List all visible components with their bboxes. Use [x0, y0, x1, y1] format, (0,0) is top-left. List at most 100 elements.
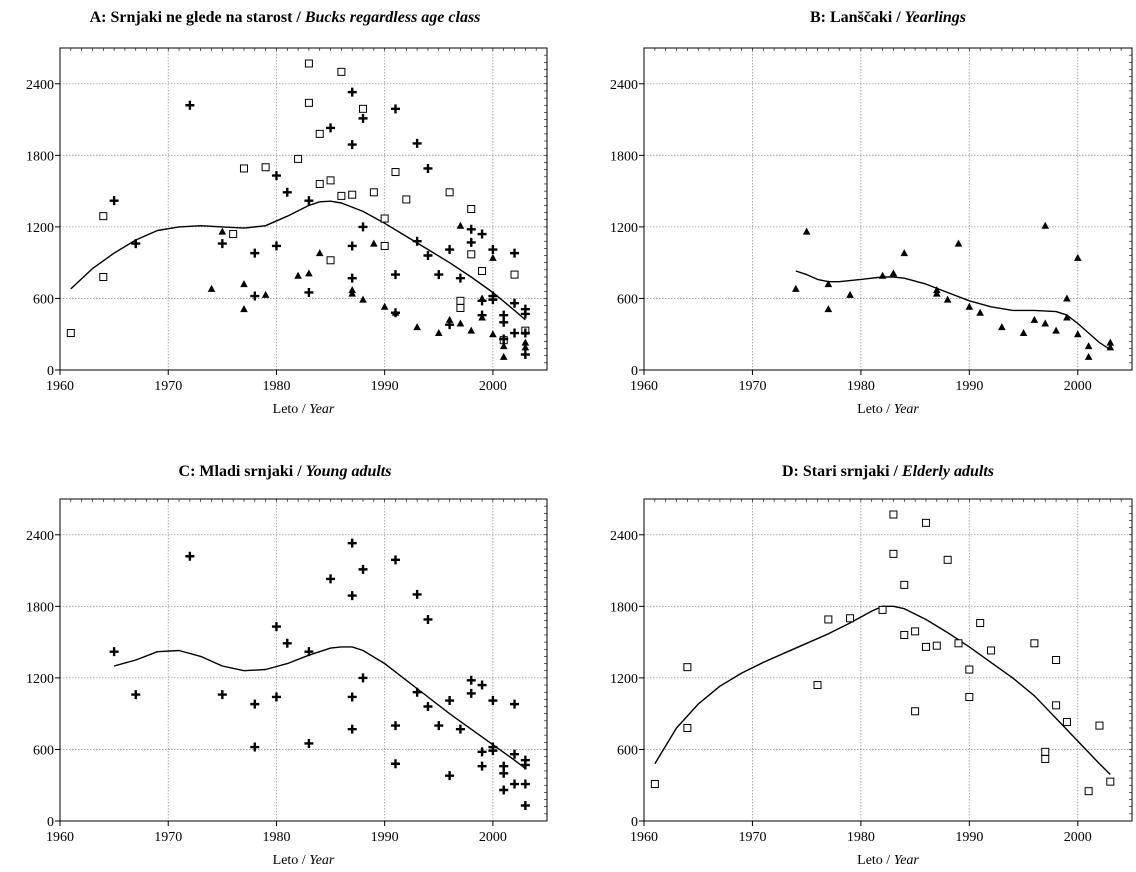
- panel-d-y-tick-label: 0: [631, 815, 638, 830]
- panel-c-plus-point: [520, 760, 530, 770]
- panel-d-square-point: [921, 518, 930, 527]
- panel-b-trend-line: [795, 270, 1111, 351]
- panel-b-y-tick-label: 2400: [610, 78, 638, 93]
- panel-a-triangle-point: [499, 352, 508, 360]
- panel-c-plus-point: [510, 699, 520, 709]
- panel-a-plus-point: [390, 270, 400, 280]
- panel-d-square-point: [650, 780, 659, 789]
- panel-a-title: A: Srnjaki ne glede na starost / Bucks r…: [30, 6, 540, 30]
- panel-c-plus-point: [477, 680, 487, 690]
- panel-a-triangle-point: [305, 269, 313, 277]
- panel-b-x-tick-label: 2000: [1064, 379, 1092, 394]
- panel-a-plus-point: [217, 239, 227, 249]
- panel-d-square-point: [683, 723, 692, 732]
- panel-b-triangle-point: [1073, 330, 1082, 338]
- panel-a-square-point: [391, 168, 400, 177]
- panel-c-plus-point: [477, 747, 487, 757]
- panel-c-title: C: Mladi srnjaki / Young adults: [30, 460, 540, 484]
- panel-b-title-en: Yearlings: [904, 9, 967, 26]
- panel-b-y-tick-label: 1200: [610, 221, 638, 236]
- panel-a-plus-point: [510, 248, 520, 258]
- panel-c-plot: 1960 1970 1980 1990 2000 0 600 1200 1800 2400: [26, 498, 548, 845]
- panel-a-y-tick-label: 1800: [26, 149, 54, 164]
- panel-a: A: Srnjaki ne glede na starost / Bucks r…: [0, 0, 560, 430]
- panel-d-square-point: [911, 627, 920, 636]
- panel-a-triangle-point: [315, 249, 324, 257]
- panel-a-triangle-point: [521, 338, 530, 346]
- panel-b-triangle-point: [889, 269, 898, 277]
- panel-a-triangle-point: [456, 319, 465, 327]
- panel-c-plus-point: [520, 779, 530, 789]
- panel-d-square-point: [954, 639, 963, 648]
- panel-c-plus-point: [217, 690, 227, 700]
- panel-c-title-sl: C: Mladi srnjaki /: [178, 463, 302, 480]
- panel-a-square-point: [326, 176, 335, 185]
- panel-d-square-point: [1095, 721, 1104, 730]
- panel-b-title-sl: B: Lanščaki /: [809, 9, 901, 26]
- panel-d-square-point: [932, 641, 941, 650]
- panel-c-title-en: Young adults: [305, 463, 392, 480]
- panel-a-square-point: [304, 98, 313, 107]
- panel-d-xlabel-sl: Leto /: [857, 853, 891, 868]
- panel-a-square-point: [239, 164, 248, 173]
- panel-a-plus-point: [271, 241, 281, 251]
- panel-a-square-point: [99, 272, 108, 281]
- panel-a-triangle-point: [434, 329, 443, 337]
- panel-a-plus-point: [488, 245, 498, 255]
- panel-a-plus-point: [412, 236, 422, 246]
- panel-c-plus-point: [185, 551, 195, 561]
- panel-a-square-point: [369, 188, 378, 197]
- panel-b-x-tick-label: 1960: [630, 379, 658, 394]
- panel-a-plus-point: [358, 113, 368, 123]
- panel-a-square-point: [229, 230, 238, 239]
- panel-d-y-tick-label: 600: [617, 743, 638, 758]
- panel-a-triangle-point: [489, 253, 497, 261]
- panel-c-plus-point: [423, 702, 433, 712]
- panel-c-plus-point: [499, 768, 509, 778]
- panel-d-title-sl: D: Stari srnjaki /: [781, 463, 898, 480]
- panel-c-plus-point: [347, 591, 357, 601]
- panel-b-triangle-point: [1084, 352, 1093, 360]
- panel-a-triangle-point: [478, 294, 486, 302]
- panel-c-y-tick-label: 1800: [26, 600, 54, 615]
- panel-d-x-tick-label: 1960: [630, 830, 658, 845]
- panel-a-plus-point: [250, 248, 260, 258]
- panel-b-y-tick-label: 1800: [610, 149, 638, 164]
- panel-a-xlabel-sl: Leto /: [272, 402, 306, 417]
- panel-d-x-tick-label: 1970: [738, 830, 766, 845]
- panel-a-plus-point: [445, 245, 455, 255]
- panel-c-plus-point: [358, 673, 368, 683]
- panel-c-plus-point: [326, 574, 336, 584]
- panel-d-square-point: [943, 555, 952, 564]
- panel-a-square-point: [337, 67, 346, 76]
- panel-b-triangle-point: [1106, 343, 1115, 351]
- panel-b-triangle-point: [846, 290, 854, 298]
- panel-d-square-point: [900, 630, 909, 639]
- panel-a-square-point: [99, 212, 108, 221]
- panel-a-square-point: [304, 59, 313, 68]
- panel-d-square-point: [889, 510, 898, 519]
- panel-d-square-point: [1106, 777, 1115, 786]
- panel-c-x-tick-label: 1990: [371, 830, 399, 845]
- panel-d-square-point: [911, 707, 920, 716]
- panel-a-square-point: [261, 163, 270, 172]
- panel-b-triangle-point: [943, 295, 952, 303]
- panel-a-y-tick-label: 2400: [26, 78, 54, 93]
- panel-a-square-point: [510, 270, 519, 279]
- panel-b-plot-frame: [643, 47, 1133, 371]
- panel-a-square-point: [445, 188, 454, 197]
- panel-a-triangle-point: [478, 313, 486, 321]
- panel-a-plus-point: [131, 239, 141, 249]
- panel-a-triangle-point: [218, 227, 227, 235]
- panel-d-square-point: [1041, 754, 1050, 763]
- panel-c-y-tick-label: 2400: [26, 529, 54, 544]
- panel-a-plus-point: [423, 163, 433, 173]
- panel-a-plus-point: [347, 87, 357, 97]
- panel-c-plot-frame: [59, 498, 548, 822]
- panel-b-triangle-point: [1041, 221, 1050, 229]
- panel-a-triangle-point: [240, 305, 248, 313]
- panel-a-triangle-point: [359, 295, 367, 303]
- panel-a-triangle-point: [348, 289, 356, 297]
- panel-a-plus-point: [347, 273, 357, 283]
- panel-d-xlabel-en: Year: [893, 853, 919, 868]
